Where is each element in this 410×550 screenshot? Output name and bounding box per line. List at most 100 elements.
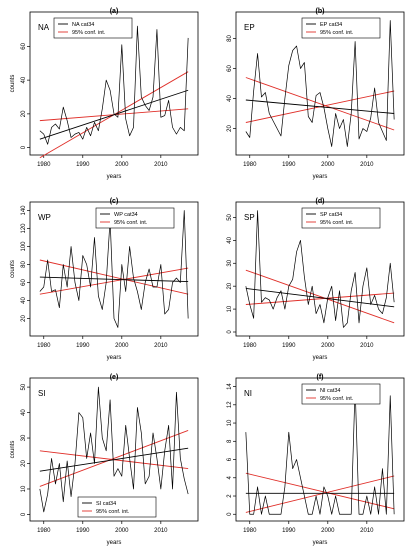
conf-int-line bbox=[245, 472, 395, 510]
x-tick-label: 1990 bbox=[76, 343, 90, 349]
legend-box bbox=[53, 17, 133, 39]
y-tick-label: 20 bbox=[227, 125, 233, 132]
panel-sp: (d) 1980 1990 2000 2010 0 10 20 30 40 50 years SP SP … bbox=[227, 198, 405, 361]
y-tick-label: 4 bbox=[227, 475, 233, 479]
trend-line bbox=[39, 89, 189, 140]
y-tick-label: 40 bbox=[227, 95, 233, 102]
y-tick-label: 12 bbox=[227, 401, 233, 408]
y-tick-label: 40 bbox=[21, 297, 27, 304]
x-tick-label: 2010 bbox=[360, 528, 374, 534]
legend-entry: NI cat34 bbox=[320, 388, 340, 394]
legend-entry: 95% conf. int. bbox=[320, 30, 354, 36]
legend-entry: 95% conf. int. bbox=[96, 509, 130, 515]
y-tick-label: 20 bbox=[21, 315, 27, 322]
region-label: EP bbox=[244, 23, 255, 32]
y-tick-label: 10 bbox=[227, 305, 233, 312]
legend-entry: 95% conf. int. bbox=[320, 220, 354, 226]
y-tick-label: 6 bbox=[227, 457, 233, 461]
y-tick-label: 80 bbox=[21, 261, 27, 268]
x-axis-label: years bbox=[107, 540, 122, 546]
y-tick-label: 0 bbox=[21, 512, 27, 516]
y-axis-label: counts bbox=[10, 75, 16, 93]
legend-entry: SI cat34 bbox=[96, 501, 116, 507]
y-tick-label: 40 bbox=[21, 409, 27, 416]
x-tick-label: 2010 bbox=[154, 343, 168, 349]
x-tick-label: 2010 bbox=[360, 343, 374, 349]
x-axis-label: years bbox=[313, 174, 328, 180]
legend-entry: WP cat34 bbox=[114, 212, 138, 218]
legend-box bbox=[95, 207, 175, 229]
region-label: NI bbox=[244, 389, 252, 398]
panel-label: (d) bbox=[316, 198, 325, 205]
x-tick-label: 2010 bbox=[154, 528, 168, 534]
legend: NA cat34 95% conf. int. bbox=[53, 17, 133, 39]
legend-box bbox=[301, 207, 381, 229]
legend: SI cat34 95% conf. int. bbox=[77, 496, 157, 518]
conf-int-line bbox=[245, 475, 395, 513]
series-line bbox=[39, 210, 189, 328]
x-tick-label: 1990 bbox=[76, 528, 90, 534]
panel-ni: (f) 1980 1990 2000 2010 0 2 4 6 8 10 12 14 years NI NI … bbox=[227, 374, 405, 546]
y-axis-label: counts bbox=[10, 260, 16, 278]
y-tick-label: 60 bbox=[21, 42, 27, 49]
x-tick-label: 1990 bbox=[76, 162, 90, 168]
region-label: WP bbox=[38, 213, 51, 222]
x-tick-label: 1980 bbox=[243, 162, 257, 168]
conf-int-line bbox=[245, 269, 395, 324]
trend-line bbox=[245, 288, 395, 308]
y-tick-label: 50 bbox=[227, 213, 233, 220]
conf-int-line bbox=[39, 259, 189, 295]
trend-line bbox=[245, 99, 395, 114]
x-tick-label: 1980 bbox=[37, 162, 51, 168]
panel-wp: (c) 1980 1990 2000 2010 20 40 60 80 100 120 140 year… bbox=[10, 198, 199, 361]
conf-int-line bbox=[245, 77, 395, 131]
region-label: SP bbox=[244, 213, 255, 222]
legend-box bbox=[77, 496, 157, 518]
y-tick-label: 20 bbox=[21, 110, 27, 117]
conf-int-line bbox=[39, 267, 189, 295]
y-tick-label: 20 bbox=[21, 460, 27, 467]
series-line bbox=[39, 386, 189, 513]
y-tick-label: 2 bbox=[227, 494, 233, 498]
legend-entry: 95% conf. int. bbox=[320, 396, 354, 402]
x-axis-label: years bbox=[107, 355, 122, 361]
y-tick-label: 40 bbox=[21, 76, 27, 83]
y-tick-label: 10 bbox=[21, 485, 27, 492]
legend: SP cat34 95% conf. int. bbox=[301, 207, 381, 229]
y-tick-label: 50 bbox=[21, 383, 27, 390]
series-line bbox=[39, 25, 189, 145]
y-tick-label: 0 bbox=[227, 512, 233, 516]
legend-entry: 95% conf. int. bbox=[114, 220, 148, 226]
x-tick-label: 1980 bbox=[243, 528, 257, 534]
y-tick-label: 30 bbox=[21, 434, 27, 441]
panel-label: (c) bbox=[110, 198, 119, 205]
x-tick-label: 1990 bbox=[282, 162, 296, 168]
y-axis-label: counts bbox=[10, 441, 16, 459]
x-axis-label: years bbox=[313, 540, 328, 546]
x-tick-label: 2000 bbox=[321, 343, 335, 349]
x-tick-label: 2000 bbox=[321, 162, 335, 168]
x-tick-label: 2000 bbox=[321, 528, 335, 534]
x-axis-label: years bbox=[107, 174, 122, 180]
plot-frame bbox=[235, 11, 405, 156]
trend-line bbox=[39, 276, 189, 283]
plot-frame bbox=[235, 377, 405, 522]
x-tick-label: 2000 bbox=[115, 343, 129, 349]
y-tick-label: 20 bbox=[227, 282, 233, 289]
trend-line bbox=[39, 447, 189, 472]
y-tick-label: 8 bbox=[227, 439, 233, 443]
x-tick-label: 1990 bbox=[282, 528, 296, 534]
y-tick-label: 120 bbox=[21, 223, 27, 234]
x-tick-label: 1980 bbox=[37, 343, 51, 349]
y-tick-label: 10 bbox=[227, 419, 233, 426]
legend-entry: NA cat34 bbox=[72, 22, 94, 28]
series-line bbox=[245, 20, 395, 147]
x-tick-label: 2010 bbox=[154, 162, 168, 168]
y-tick-label: 100 bbox=[21, 241, 27, 252]
y-tick-label: 80 bbox=[227, 35, 233, 42]
region-label: NA bbox=[38, 23, 50, 32]
plot-frame bbox=[29, 201, 199, 337]
x-tick-label: 2000 bbox=[115, 528, 129, 534]
